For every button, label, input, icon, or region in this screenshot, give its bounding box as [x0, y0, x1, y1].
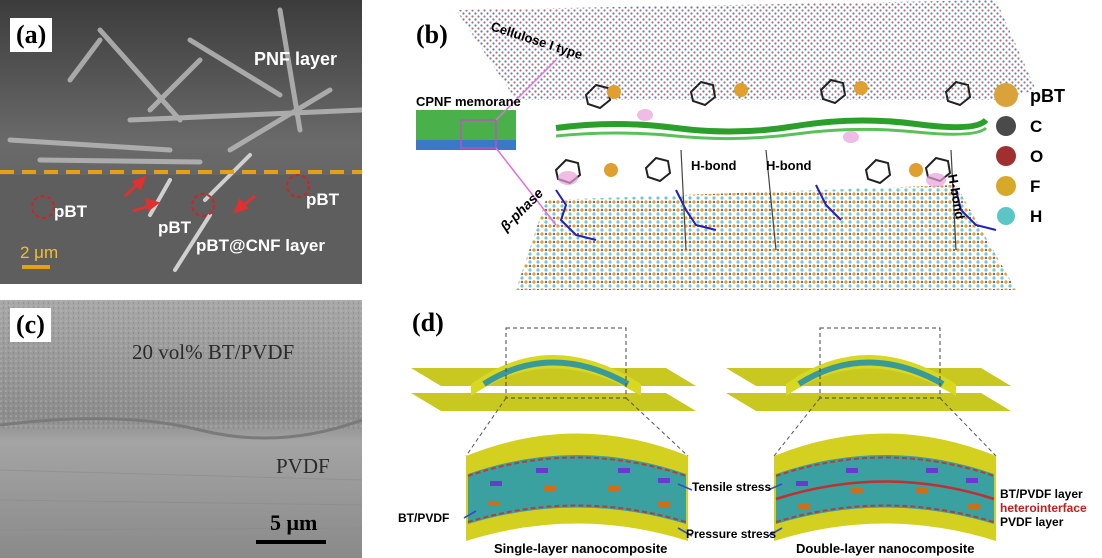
scale-bar-c: 5 μm	[270, 510, 318, 535]
single-layer-device-small	[411, 327, 696, 411]
legend-marker-f	[996, 176, 1016, 196]
double-layer-caption: Double-layer nanocomposite	[796, 541, 974, 556]
double-layer-cross-section	[774, 433, 996, 541]
pnf-layer-label: PNF layer	[254, 49, 338, 69]
scale-bar-a: 2 μm	[20, 243, 59, 262]
panel-d: BT/PVDF Tensile stress Pressure stress S…	[396, 296, 1102, 558]
cpnf-label: CPNF memorane	[416, 94, 521, 109]
hbond-label-1: H-bond	[691, 158, 737, 173]
legend-label-f: F	[1030, 177, 1040, 196]
pressure-stress-label: Pressure stress	[686, 527, 776, 541]
pbt-cnf-layer-label: pBT@CNF layer	[196, 236, 325, 255]
legend-label-c: C	[1030, 117, 1042, 136]
panel-c: (c) 20 vol% BT/PVDF PVDF 5 μm	[0, 300, 362, 558]
molecular-diagram-b: Cellulose I type CPNF memorane H-bond H-…	[416, 0, 1065, 290]
pbt-label-2: pBT	[158, 218, 192, 237]
pbt-label-3: pBT	[306, 190, 340, 209]
bt-pvdf-left-label: BT/PVDF	[398, 511, 449, 525]
pvdf-layer-label: PVDF layer	[1000, 515, 1064, 529]
panel-b: Cellulose I type CPNF memorane H-bond H-…	[396, 0, 1102, 290]
panel-c-label: (c)	[10, 308, 51, 342]
legend-markers	[994, 83, 1018, 225]
legend-label-pbt: pBT	[1030, 86, 1065, 106]
bottom-layer-label: PVDF	[276, 454, 330, 478]
legend-label-h: H	[1030, 207, 1042, 226]
hbond-label-2: H-bond	[766, 158, 812, 173]
tensile-stress-label: Tensile stress	[692, 480, 771, 494]
sem-image-c	[0, 300, 362, 558]
legend-marker-pbt	[994, 83, 1018, 107]
single-layer-caption: Single-layer nanocomposite	[494, 541, 667, 556]
panel-a: (a) PNF layer pBT pBT pBT pBT@CNF layer …	[0, 0, 362, 284]
panel-d-label: (d)	[406, 306, 450, 340]
panel-b-label: (b)	[410, 18, 454, 52]
heterointerface-label: heterointerface	[1000, 501, 1087, 515]
legend-marker-h	[997, 207, 1015, 225]
device-schematic-d: BT/PVDF Tensile stress Pressure stress S…	[398, 327, 1087, 556]
bt-pvdf-layer-label: BT/PVDF layer	[1000, 487, 1083, 501]
double-layer-device-small	[726, 327, 1011, 411]
legend-label-o: O	[1030, 147, 1043, 166]
legend-marker-c	[996, 116, 1016, 136]
sem-image-a	[0, 0, 362, 284]
top-layer-label: 20 vol% BT/PVDF	[132, 340, 295, 364]
single-layer-cross-section	[466, 433, 688, 541]
pbt-label-1: pBT	[54, 202, 88, 221]
legend-marker-o	[996, 146, 1016, 166]
panel-a-label: (a)	[10, 18, 53, 52]
